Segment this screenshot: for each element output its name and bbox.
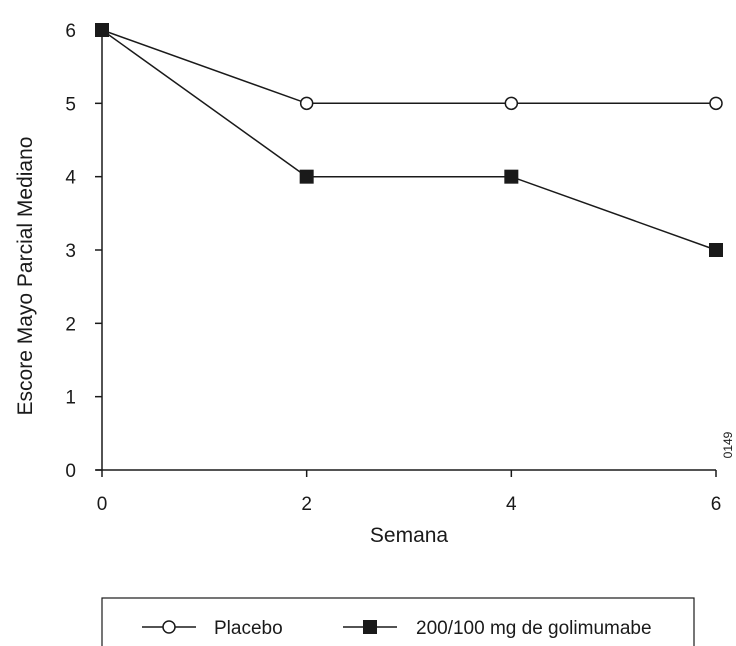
legend-box — [101, 597, 695, 646]
x-axis: 0 2 4 6 Semana — [96, 469, 722, 547]
series-0-point-1 — [299, 96, 314, 111]
series-1 — [95, 23, 723, 257]
x-tick-label-0: 0 — [97, 494, 108, 515]
x-tick-label-2: 4 — [506, 494, 517, 515]
series-0-line — [101, 29, 716, 105]
series-1-point-2 — [504, 169, 519, 184]
y-tick-label-3: 3 — [65, 241, 76, 262]
y-tick-label-5: 5 — [65, 94, 76, 115]
y-tick-label-0: 0 — [65, 461, 76, 482]
legend-placebo-label: Placebo — [214, 618, 283, 639]
legend-item-placebo: Placebo — [142, 618, 283, 639]
y-tick-label-2: 2 — [65, 314, 76, 335]
y-tick-label-6: 6 — [65, 21, 76, 42]
series-1-point-0 — [95, 23, 109, 37]
series-1-point-1 — [299, 169, 314, 184]
x-axis-title: Semana — [370, 524, 449, 547]
legend-item-golimumabe: 200/100 mg de golimumabe — [343, 618, 652, 639]
legend-golimumabe-marker — [363, 620, 377, 634]
series-0-point-2 — [504, 96, 519, 111]
series-1-point-3 — [709, 243, 723, 257]
y-axis: 0 1 2 3 4 5 6 Escore Mayo Parcial Mediano — [14, 21, 103, 482]
y-tick-label-4: 4 — [65, 168, 76, 189]
x-tick-label-3: 6 — [711, 494, 722, 515]
y-axis-title: Escore Mayo Parcial Mediano — [14, 137, 37, 416]
x-ticks: 0 2 4 6 — [97, 470, 722, 515]
legend-placebo-marker — [162, 620, 176, 634]
x-tick-label-1: 2 — [301, 494, 312, 515]
series-1-line — [101, 29, 717, 251]
chart-code-label: 0149 — [721, 431, 735, 458]
series-0 — [95, 23, 723, 111]
legend: Placebo 200/100 mg de golimumabe — [101, 597, 695, 646]
series-0-point-3 — [709, 96, 723, 111]
series-layer — [95, 23, 723, 257]
y-tick-label-1: 1 — [65, 388, 76, 409]
y-ticks: 0 1 2 3 4 5 6 — [65, 21, 102, 482]
legend-golimumabe-label: 200/100 mg de golimumabe — [416, 618, 652, 639]
